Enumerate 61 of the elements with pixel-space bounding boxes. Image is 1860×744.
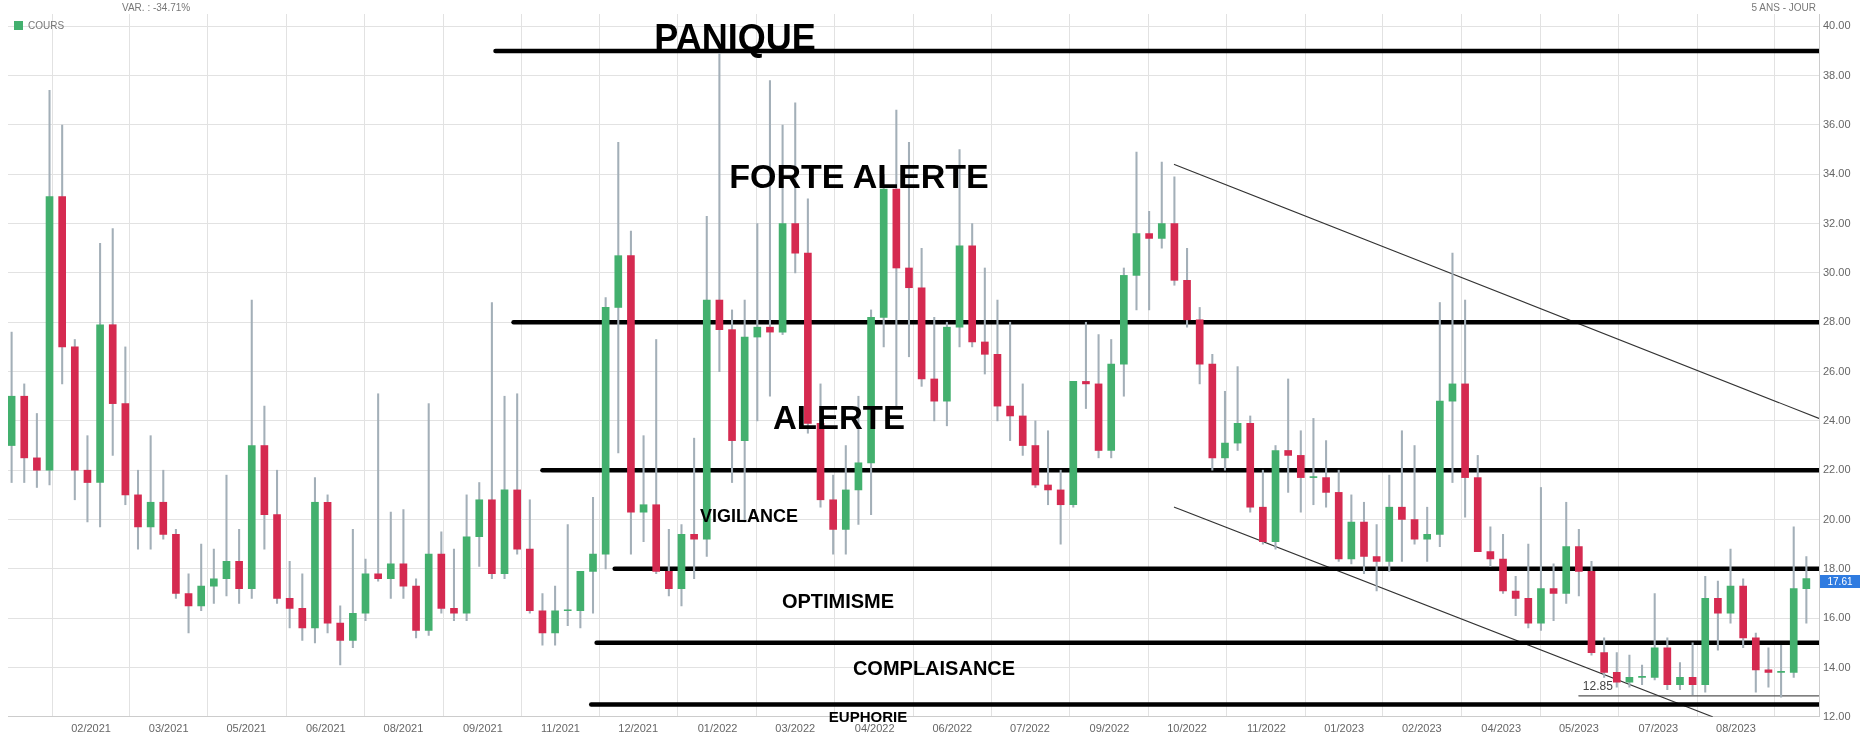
x-tick-label: 07/2023 [1638, 722, 1679, 735]
x-tick-label: 11/2022 [1247, 722, 1286, 735]
text: VAR. : -34.71% [122, 2, 191, 13]
x-tick-label: 12/2021 [618, 722, 659, 735]
x-tick-label: 10/2022 [1167, 722, 1207, 735]
x-tick-label: 08/2023 [1716, 722, 1756, 735]
x-tick-label: 09/2021 [462, 722, 503, 735]
text: 5 ANS - JOUR [1751, 2, 1816, 13]
x-tick-label: 06/2021 [305, 722, 346, 735]
text: 17.61 [1820, 575, 1860, 588]
y-tick-label: 14.00 [1823, 660, 1851, 673]
x-tick-label: 07/2022 [1010, 722, 1050, 735]
candlestick [1309, 418, 1318, 506]
x-tick-label: 05/2021 [226, 722, 267, 735]
y-tick-label: 30.00 [1823, 265, 1851, 278]
data-label: 12.85 [1582, 679, 1614, 694]
y-tick-label: 20.00 [1823, 512, 1851, 525]
annotation: OPTIMISME [781, 590, 895, 612]
x-tick-label: 04/2022 [854, 722, 895, 735]
candlestick [1726, 548, 1735, 624]
candlestick [222, 474, 231, 597]
candlestick [563, 524, 572, 626]
x-tick-label: 09/2022 [1089, 722, 1130, 735]
y-tick-label: 38.00 [1823, 68, 1851, 81]
x-tick-label: 01/2023 [1324, 722, 1365, 735]
x-tick-label: 11/2021 [541, 722, 580, 735]
y-tick-label: 36.00 [1823, 118, 1851, 130]
candlestick [1777, 644, 1785, 698]
annotation: PANIQUE [654, 17, 816, 58]
x-tick-label: 03/2022 [775, 722, 816, 735]
y-tick-label: 28.00 [1823, 315, 1851, 328]
x-tick-label: 05/2023 [1558, 722, 1599, 735]
y-tick-label: 18.00 [1823, 561, 1851, 574]
y-tick-label: 24.00 [1823, 413, 1851, 426]
y-tick-label: 40.00 [1823, 19, 1851, 32]
y-tick-label: 22.00 [1823, 463, 1851, 476]
x-tick-label: 03/2021 [148, 722, 189, 735]
candlestick [753, 223, 762, 422]
y-tick-label: 26.00 [1823, 364, 1851, 377]
x-tick-label: 08/2021 [383, 722, 424, 735]
candlestick [690, 437, 698, 580]
candlestick [639, 435, 648, 543]
x-tick-label: 06/2022 [932, 722, 973, 735]
candlestick [1284, 378, 1292, 493]
candlestick [374, 393, 382, 582]
y-tick-label: 32.00 [1823, 216, 1851, 229]
annotation: EUPHORIE [828, 707, 908, 725]
annotation: FORTE ALERTE [729, 157, 989, 195]
x-tick-label: 04/2023 [1481, 722, 1522, 735]
y-tick-label: 34.00 [1823, 167, 1851, 180]
y-tick-label: 12.00 [1823, 709, 1851, 722]
x-tick-label: 02/2021 [71, 722, 111, 735]
candlestick [1044, 430, 1052, 506]
annotation: COMPLAISANCE [852, 657, 1016, 679]
candlestick [1082, 321, 1090, 409]
x-tick-label: 02/2023 [1401, 722, 1442, 735]
y-tick-label: 16.00 [1823, 611, 1851, 624]
x-tick-label: 01/2022 [697, 722, 738, 735]
legend-label: COURS [28, 20, 65, 31]
candlestick [1132, 151, 1141, 311]
candlestick [1145, 210, 1153, 311]
